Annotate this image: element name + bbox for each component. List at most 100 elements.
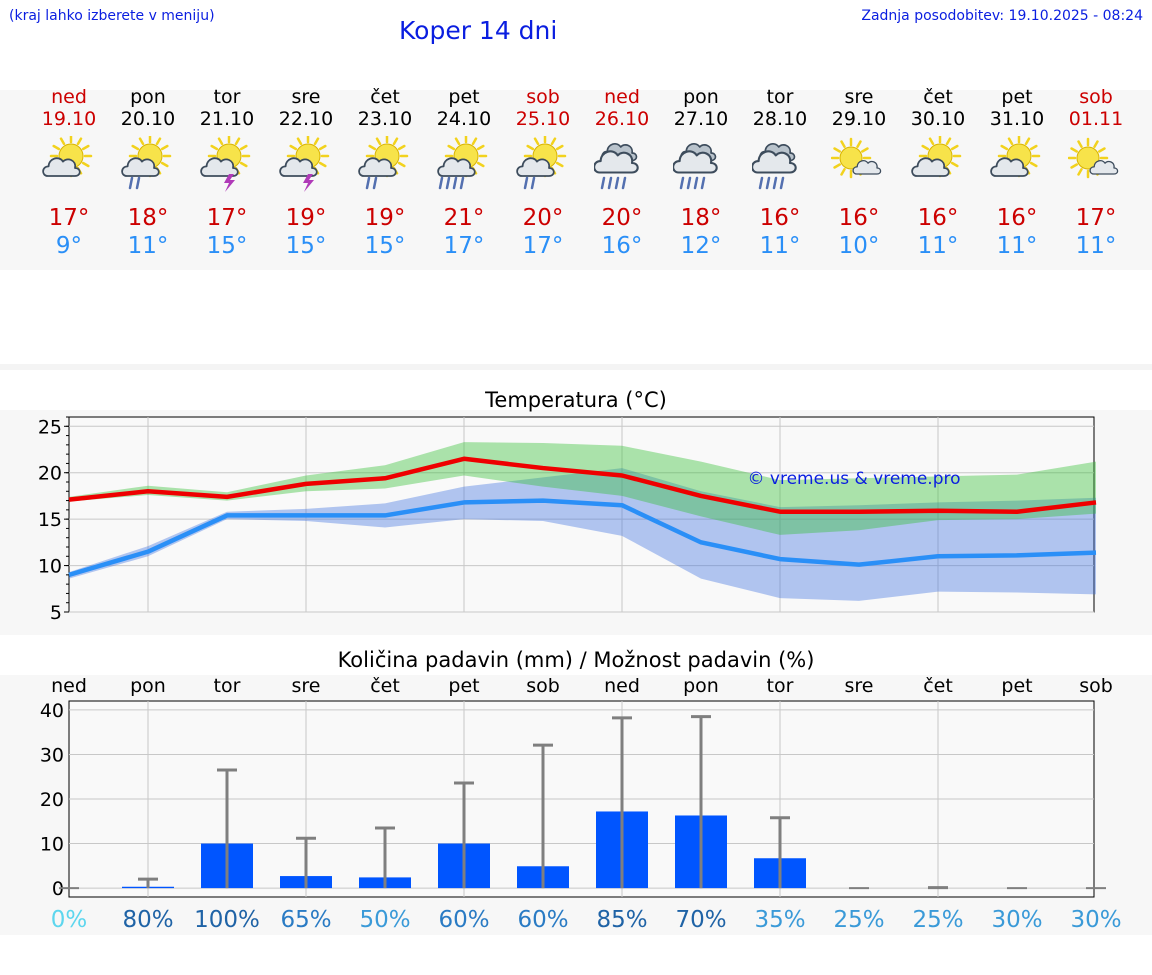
day-date: 31.10 <box>989 108 1045 130</box>
weather-icon-slot <box>978 130 1056 204</box>
separator <box>0 364 1152 370</box>
precip-probability: 25% <box>833 907 884 933</box>
sun-cloud-rain-icon <box>516 136 567 190</box>
max-temp: 19° <box>285 205 327 231</box>
precip-probability: 100% <box>194 907 260 933</box>
y-tick-label: 30 <box>40 744 64 766</box>
weather-icon-slot <box>662 130 740 204</box>
sun-cloud-icon <box>42 136 93 178</box>
min-temp-line <box>68 498 1097 578</box>
day-column: sob 25.10 20° 17° <box>504 86 582 260</box>
cloud-heavy-rain-icon <box>673 142 718 190</box>
weather-icon-slot <box>504 130 582 204</box>
forecast-days: ned 19.10 17° 9° pon 20.10 18° 11° tor 21.10 17° 15… <box>0 86 1152 259</box>
y-tick-label: 40 <box>40 700 64 722</box>
min-temp: 15° <box>285 233 327 259</box>
forecast-band <box>0 90 1152 270</box>
day-date: 26.10 <box>594 108 650 130</box>
weather-icon-slot <box>109 130 187 204</box>
temperature-chart-title: Temperatura (°C) <box>485 388 667 412</box>
precip-chart: 0 10 20 30 40 ned pon tor sre čet pet sob ned pon tor s… <box>40 675 1122 933</box>
day-name: sob <box>526 86 560 108</box>
sun-small-cloud-icon <box>831 137 882 179</box>
cloud-heavy-rain-icon <box>594 142 639 190</box>
x-category-label: sob <box>526 675 560 697</box>
min-temp: 10° <box>838 233 880 259</box>
day-column: ned 26.10 20° 16° <box>583 86 661 260</box>
weather-icon-slot <box>899 130 977 204</box>
max-temp: 18° <box>680 205 722 231</box>
sun-cloud-icon <box>990 136 1041 178</box>
y-tick-label: 15 <box>38 509 62 531</box>
min-temp: 16° <box>601 233 643 259</box>
precip-probability: 50% <box>359 907 410 933</box>
max-temp: 21° <box>443 205 485 231</box>
sun-cloud-icon <box>911 136 962 178</box>
min-temp: 12° <box>680 233 722 259</box>
watermark: © vreme.us & vreme.pro <box>747 469 960 489</box>
max-temp: 16° <box>917 205 959 231</box>
min-temp: 15° <box>364 233 406 259</box>
precip-probability: 60% <box>517 907 568 933</box>
x-category-label: sre <box>845 675 874 697</box>
day-column: pet 31.10 16° 11° <box>978 86 1056 260</box>
precip-probability: 85% <box>596 907 647 933</box>
sun-cloud-thunder-icon <box>279 136 330 192</box>
min-temp: 11° <box>917 233 959 259</box>
weather-icon-slot <box>346 130 424 204</box>
page-title: Koper 14 dni <box>399 16 558 45</box>
weather-icon-slot <box>1057 130 1135 204</box>
sun-cloud-rain-icon <box>121 136 172 190</box>
min-temp: 15° <box>206 233 248 259</box>
max-temp: 18° <box>127 205 169 231</box>
weather-icon-slot <box>820 130 898 204</box>
day-column: sre 22.10 19° 15° <box>267 86 345 260</box>
menu-hint: (kraj lahko izberete v meniju) <box>9 8 215 24</box>
min-temp: 17° <box>443 233 485 259</box>
x-category-label: pet <box>448 675 479 697</box>
day-date: 29.10 <box>831 108 887 130</box>
max-temp: 17° <box>206 205 248 231</box>
x-category-label: pet <box>1001 675 1032 697</box>
weather-icon-slot <box>741 130 819 204</box>
x-category-label: sob <box>1079 675 1113 697</box>
sun-cloud-heavy-rain-icon <box>437 136 488 190</box>
day-name: čet <box>923 86 953 108</box>
day-column: čet 30.10 16° 11° <box>899 86 977 260</box>
min-temp: 9° <box>55 233 83 259</box>
precip-probability: 30% <box>991 907 1042 933</box>
min-temp-range <box>69 468 1096 601</box>
cloud-heavy-rain-icon <box>752 142 797 190</box>
last-updated: Zadnja posodobitev: 19.10.2025 - 08:24 <box>861 8 1143 24</box>
max-temp: 19° <box>364 205 406 231</box>
precip-probability: 25% <box>912 907 963 933</box>
day-date: 28.10 <box>752 108 808 130</box>
temperature-chart: 5 10 15 20 25 © vreme.us & vreme.pro <box>38 416 1097 624</box>
day-date: 24.10 <box>436 108 492 130</box>
precip-probability: 65% <box>280 907 331 933</box>
day-column: pon 27.10 18° 12° <box>662 86 740 260</box>
max-temp: 16° <box>838 205 880 231</box>
max-temp: 17° <box>1075 205 1117 231</box>
day-column: ned 19.10 17° 9° <box>30 86 108 260</box>
day-column: čet 23.10 19° 15° <box>346 86 424 260</box>
day-name: pon <box>130 86 166 108</box>
max-temp: 17° <box>48 205 90 231</box>
day-name: sre <box>291 86 321 108</box>
y-tick-label: 10 <box>40 834 64 856</box>
day-date: 23.10 <box>357 108 413 130</box>
day-name: pet <box>1001 86 1033 108</box>
y-tick-label: 0 <box>52 878 64 900</box>
weather-icon-slot <box>188 130 266 204</box>
x-category-label: ned <box>604 675 640 697</box>
day-name: sob <box>1079 86 1113 108</box>
x-category-label: čet <box>923 675 953 697</box>
max-temp: 20° <box>522 205 564 231</box>
min-temp: 11° <box>759 233 801 259</box>
day-column: sob 01.11 17° 11° <box>1057 86 1135 260</box>
x-category-label: tor <box>214 675 241 697</box>
y-tick-label: 20 <box>38 463 62 485</box>
weather-icon-slot <box>267 130 345 204</box>
precip-probability: 80% <box>122 907 173 933</box>
precip-chart-title: Količina padavin (mm) / Možnost padavin … <box>337 648 815 672</box>
